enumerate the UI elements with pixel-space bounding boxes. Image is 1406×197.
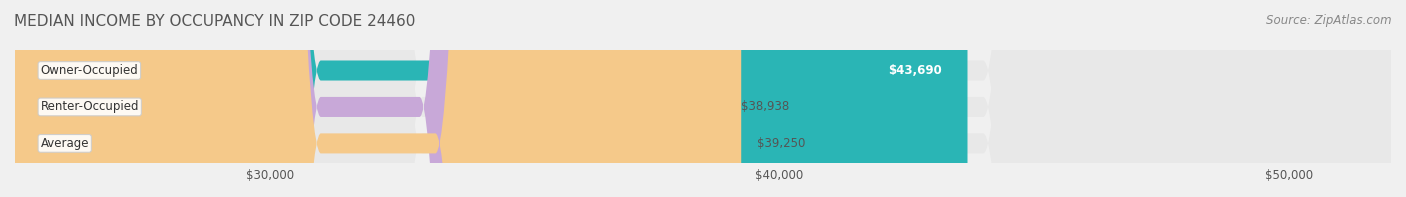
- FancyBboxPatch shape: [15, 0, 967, 197]
- FancyBboxPatch shape: [15, 0, 1391, 197]
- Text: Owner-Occupied: Owner-Occupied: [41, 64, 138, 77]
- Text: Average: Average: [41, 137, 89, 150]
- FancyBboxPatch shape: [15, 0, 741, 197]
- Text: MEDIAN INCOME BY OCCUPANCY IN ZIP CODE 24460: MEDIAN INCOME BY OCCUPANCY IN ZIP CODE 2…: [14, 14, 415, 29]
- Text: $38,938: $38,938: [741, 100, 789, 113]
- Text: $39,250: $39,250: [756, 137, 804, 150]
- FancyBboxPatch shape: [15, 0, 1391, 197]
- FancyBboxPatch shape: [15, 0, 725, 197]
- Text: Renter-Occupied: Renter-Occupied: [41, 100, 139, 113]
- Text: $43,690: $43,690: [889, 64, 942, 77]
- Text: Source: ZipAtlas.com: Source: ZipAtlas.com: [1267, 14, 1392, 27]
- FancyBboxPatch shape: [15, 0, 1391, 197]
